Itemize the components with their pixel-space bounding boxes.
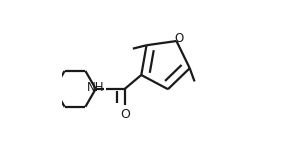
Text: O: O [120, 108, 130, 122]
Text: NH: NH [87, 81, 105, 94]
Text: O: O [175, 32, 184, 45]
